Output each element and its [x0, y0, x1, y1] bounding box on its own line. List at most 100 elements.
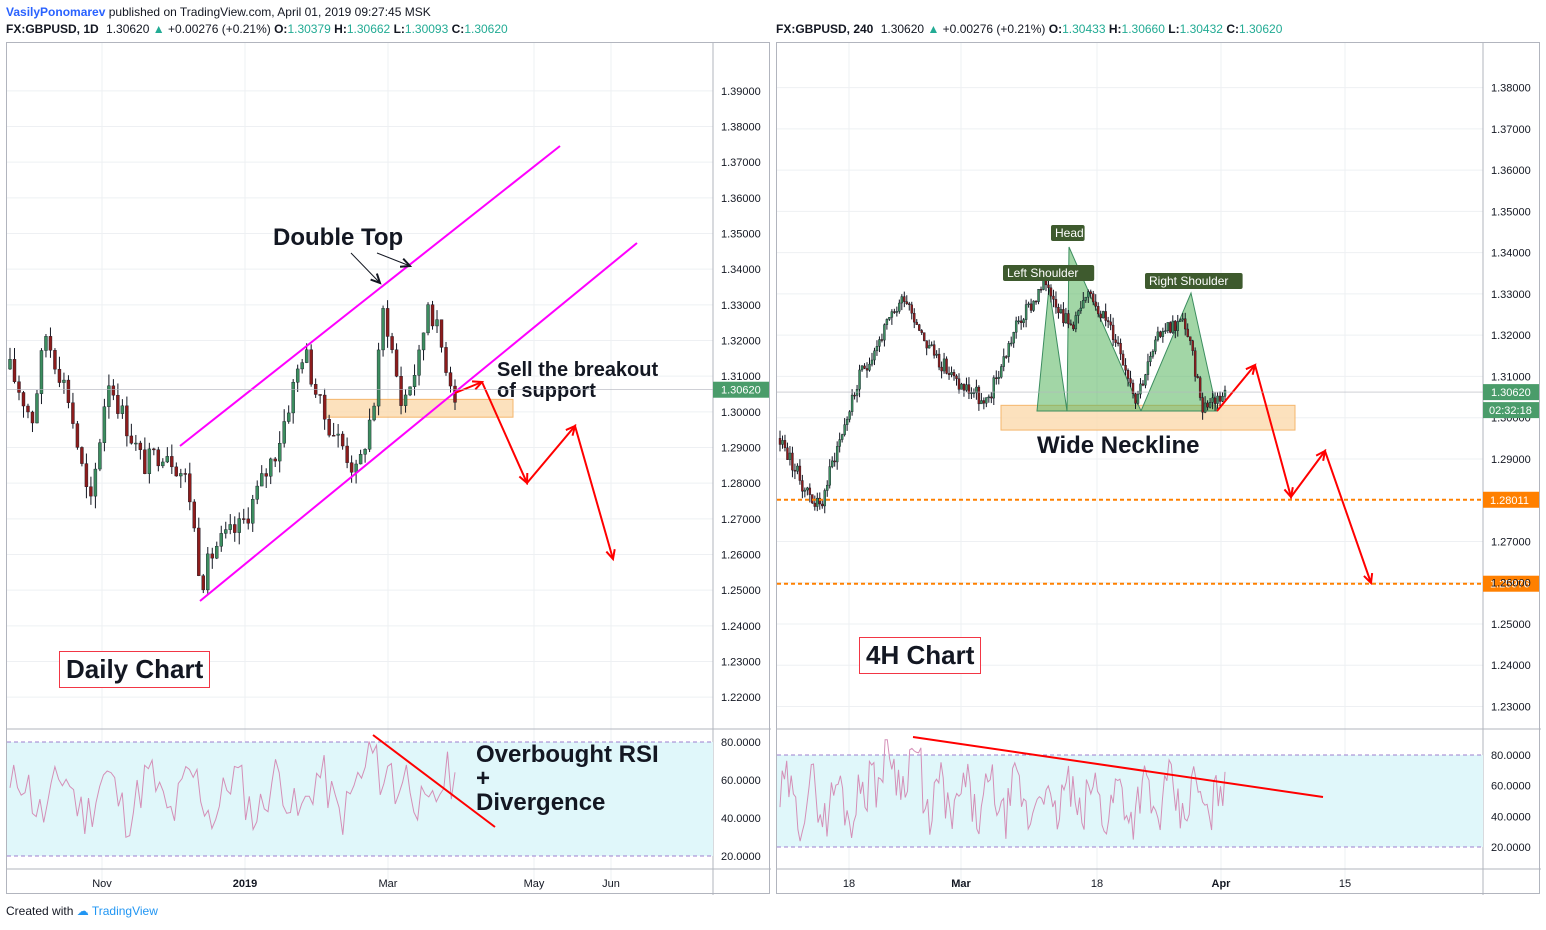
candle-body — [875, 346, 879, 352]
candle-body — [850, 394, 854, 412]
right-symbol[interactable]: FX:GBPUSD, 240 — [776, 22, 874, 36]
candle-body — [1159, 331, 1162, 337]
candle-body — [282, 421, 286, 444]
price-tick-label: 1.27000 — [721, 514, 761, 526]
price-tick-label: 1.29000 — [721, 443, 761, 455]
right-price: 1.30620 — [880, 22, 925, 36]
rsi-tick-label: 60.0000 — [1491, 781, 1531, 793]
candle-body — [376, 349, 381, 407]
candle-body — [426, 304, 430, 334]
candle-body — [960, 383, 963, 390]
price-tick-label: 1.31000 — [1491, 371, 1531, 383]
candle-body — [925, 340, 928, 349]
candle-body — [826, 484, 829, 491]
candle-body — [1037, 289, 1040, 302]
candle-body — [1005, 356, 1008, 358]
candle-body — [403, 394, 408, 406]
time-tick-label: Jun — [602, 878, 620, 890]
candle-body — [156, 449, 161, 467]
price-tick-label: 1.38000 — [721, 122, 761, 134]
candle-body — [385, 308, 390, 337]
up-triangle-icon: ▲ — [927, 22, 940, 36]
price-tick-label: 1.37000 — [721, 157, 761, 169]
candle-body — [224, 529, 228, 534]
candle-body — [201, 575, 205, 591]
left-open: 1.30379 — [287, 22, 331, 36]
candle-body — [1186, 328, 1189, 337]
candle-body — [1087, 291, 1090, 298]
channel-upper-line — [179, 145, 561, 447]
rsi-annotation-line: + — [476, 765, 491, 792]
candle-body — [1054, 299, 1058, 308]
right-shoulder-pattern — [1140, 291, 1218, 412]
candle-body — [381, 308, 385, 351]
candle-body — [62, 379, 66, 383]
candle-body — [390, 336, 394, 350]
candle-body — [783, 440, 787, 448]
candle-body — [84, 463, 89, 487]
candle-body — [791, 452, 794, 471]
candle-body — [295, 368, 300, 383]
right-chart-panel[interactable]: 1.28011 1.25976 Head Left Shoulder Right Sho… — [776, 42, 1541, 895]
candle-body — [985, 397, 988, 404]
footer-brand[interactable]: TradingView — [91, 904, 158, 918]
candle-body — [835, 446, 839, 463]
candle-body — [340, 433, 345, 447]
candle-body — [71, 402, 75, 424]
candle-body — [962, 383, 966, 391]
price-tick-label: 1.39000 — [721, 86, 761, 98]
candle-body — [990, 396, 993, 399]
right-close: 1.30620 — [1238, 22, 1283, 36]
candle-body — [1064, 313, 1068, 324]
candle-body — [1057, 307, 1060, 314]
left-shoulder-annotation: Left Shoulder — [1007, 266, 1078, 280]
candle-body — [8, 359, 12, 370]
candle-body — [995, 377, 998, 379]
candle-body — [818, 497, 821, 505]
candle-body — [412, 375, 417, 388]
candle-body — [870, 359, 874, 365]
candle-body — [945, 358, 948, 374]
time-tick-label: 18 — [843, 878, 855, 890]
candle-body — [300, 362, 304, 370]
candle-body — [1216, 395, 1219, 404]
right-open: 1.30433 — [1062, 22, 1106, 36]
candle-body — [965, 384, 968, 391]
projection-path — [1254, 364, 1372, 584]
left-chart-panel[interactable]: Double Top Sell the breakout of support 1.3… — [6, 42, 771, 895]
left-symbol[interactable]: FX:GBPUSD, 1D — [6, 22, 99, 36]
candle-body — [788, 452, 792, 460]
candle-body — [1059, 309, 1063, 314]
right-chart-svg[interactable]: 1.28011 1.25976 Head Left Shoulder Right Sho… — [777, 43, 1541, 895]
candle-body — [408, 386, 412, 396]
candle-body — [880, 339, 884, 341]
candle-body — [1052, 295, 1055, 300]
price-tick-label: 1.23000 — [1491, 701, 1531, 713]
author-link[interactable]: VasilyPonomarev — [6, 5, 106, 19]
candle-body — [1179, 319, 1182, 322]
candle-body — [1196, 376, 1199, 378]
candle-body — [1116, 342, 1120, 344]
candle-body — [116, 395, 120, 414]
candle-body — [1171, 320, 1174, 333]
candle-body — [845, 419, 849, 425]
footer: Created with ☁ TradingView — [6, 904, 158, 918]
price-tick-label: 1.24000 — [1491, 660, 1531, 672]
sell-annotation: of support — [497, 380, 596, 402]
candle-body — [1223, 389, 1227, 397]
candle-body — [93, 468, 98, 497]
candle-body — [228, 524, 232, 530]
candle-body — [1114, 339, 1117, 343]
candle-body — [273, 458, 277, 462]
candle-body — [947, 373, 951, 375]
candle-body — [1039, 289, 1043, 291]
candle-body — [1077, 310, 1080, 316]
candle-body — [977, 386, 981, 405]
tradingview-logo-icon: ☁ — [76, 904, 89, 918]
candle-body — [430, 304, 435, 327]
candle-body — [982, 400, 986, 404]
candle-body — [1022, 319, 1025, 323]
candle-body — [206, 553, 210, 591]
candle-body — [291, 382, 295, 414]
